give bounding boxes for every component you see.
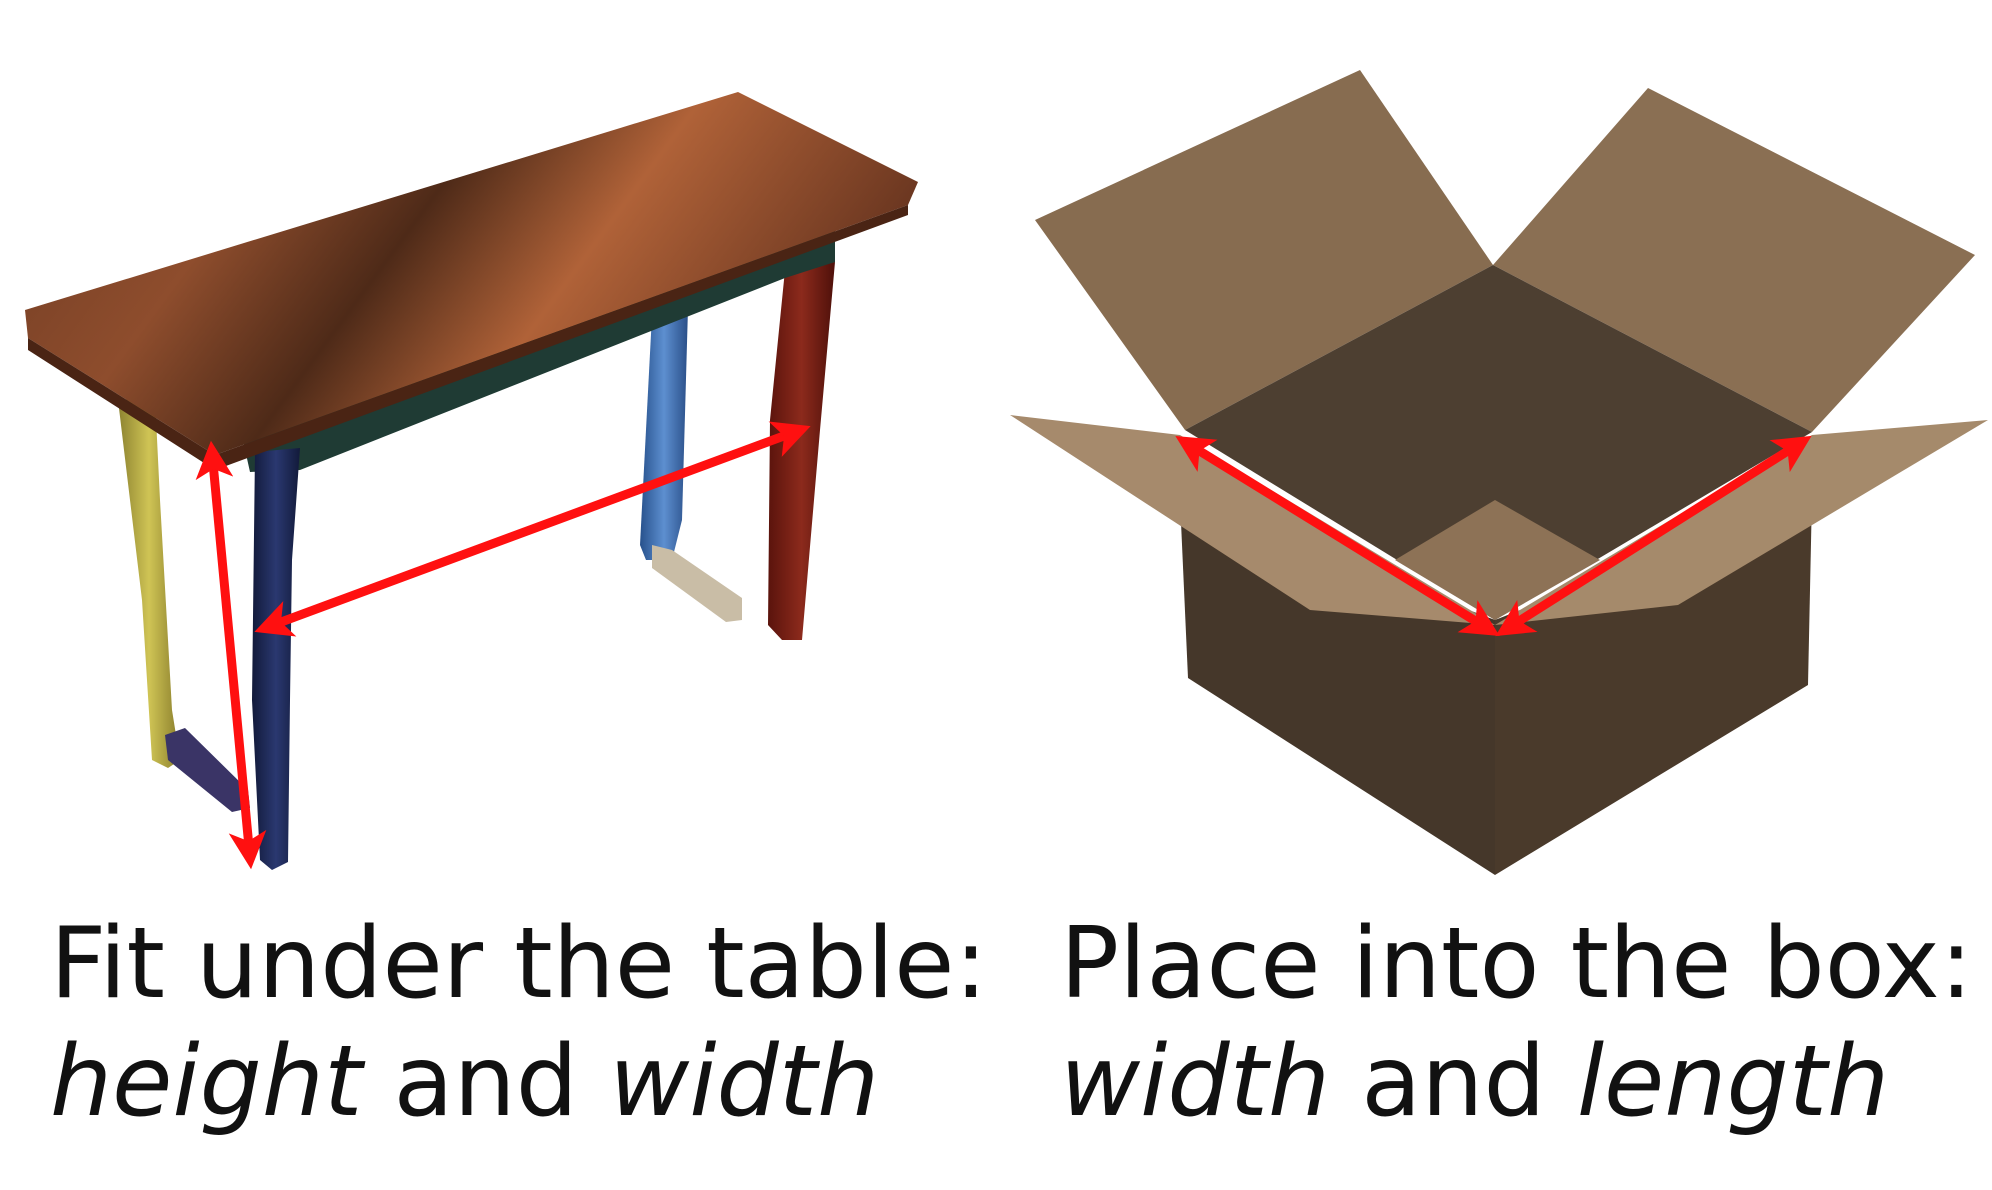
- caption-term-width-box: width: [1060, 1025, 1331, 1139]
- table-leg-front-yellow: [118, 398, 180, 768]
- table-stretcher-back: [652, 545, 742, 622]
- table-illustration: [25, 92, 918, 870]
- width-arrow: [254, 421, 811, 637]
- table-leg-front-navy: [252, 448, 300, 870]
- box-flap-back-left: [1035, 70, 1493, 430]
- box-illustration: [1010, 70, 1988, 875]
- box-width-arrow: [1175, 436, 1500, 636]
- caption-term-height: height: [50, 1025, 363, 1139]
- caption-table-line1: Fit under the table:: [50, 907, 988, 1021]
- box-length-arrow: [1495, 435, 1812, 637]
- caption-box-line1: Place into the box:: [1060, 907, 1973, 1021]
- height-arrow: [195, 440, 267, 870]
- box-arrows: [1175, 435, 1812, 637]
- table-leg-back-red: [768, 262, 835, 640]
- caption-connector: and: [362, 1025, 610, 1139]
- table-arrows: [195, 421, 811, 870]
- box-flap-back-right: [1493, 88, 1975, 432]
- caption-box: Place into the box: width and length: [1060, 905, 1973, 1141]
- caption-table: Fit under the table: height and width: [50, 905, 987, 1141]
- table-top: [25, 92, 918, 455]
- caption-table-line2: height and width: [50, 1023, 987, 1141]
- caption-box-line2: width and length: [1060, 1023, 1973, 1141]
- caption-connector-box: and: [1330, 1025, 1577, 1139]
- table-leg-back-blue: [640, 308, 688, 560]
- caption-term-length: length: [1576, 1025, 1890, 1139]
- caption-term-width: width: [609, 1025, 880, 1139]
